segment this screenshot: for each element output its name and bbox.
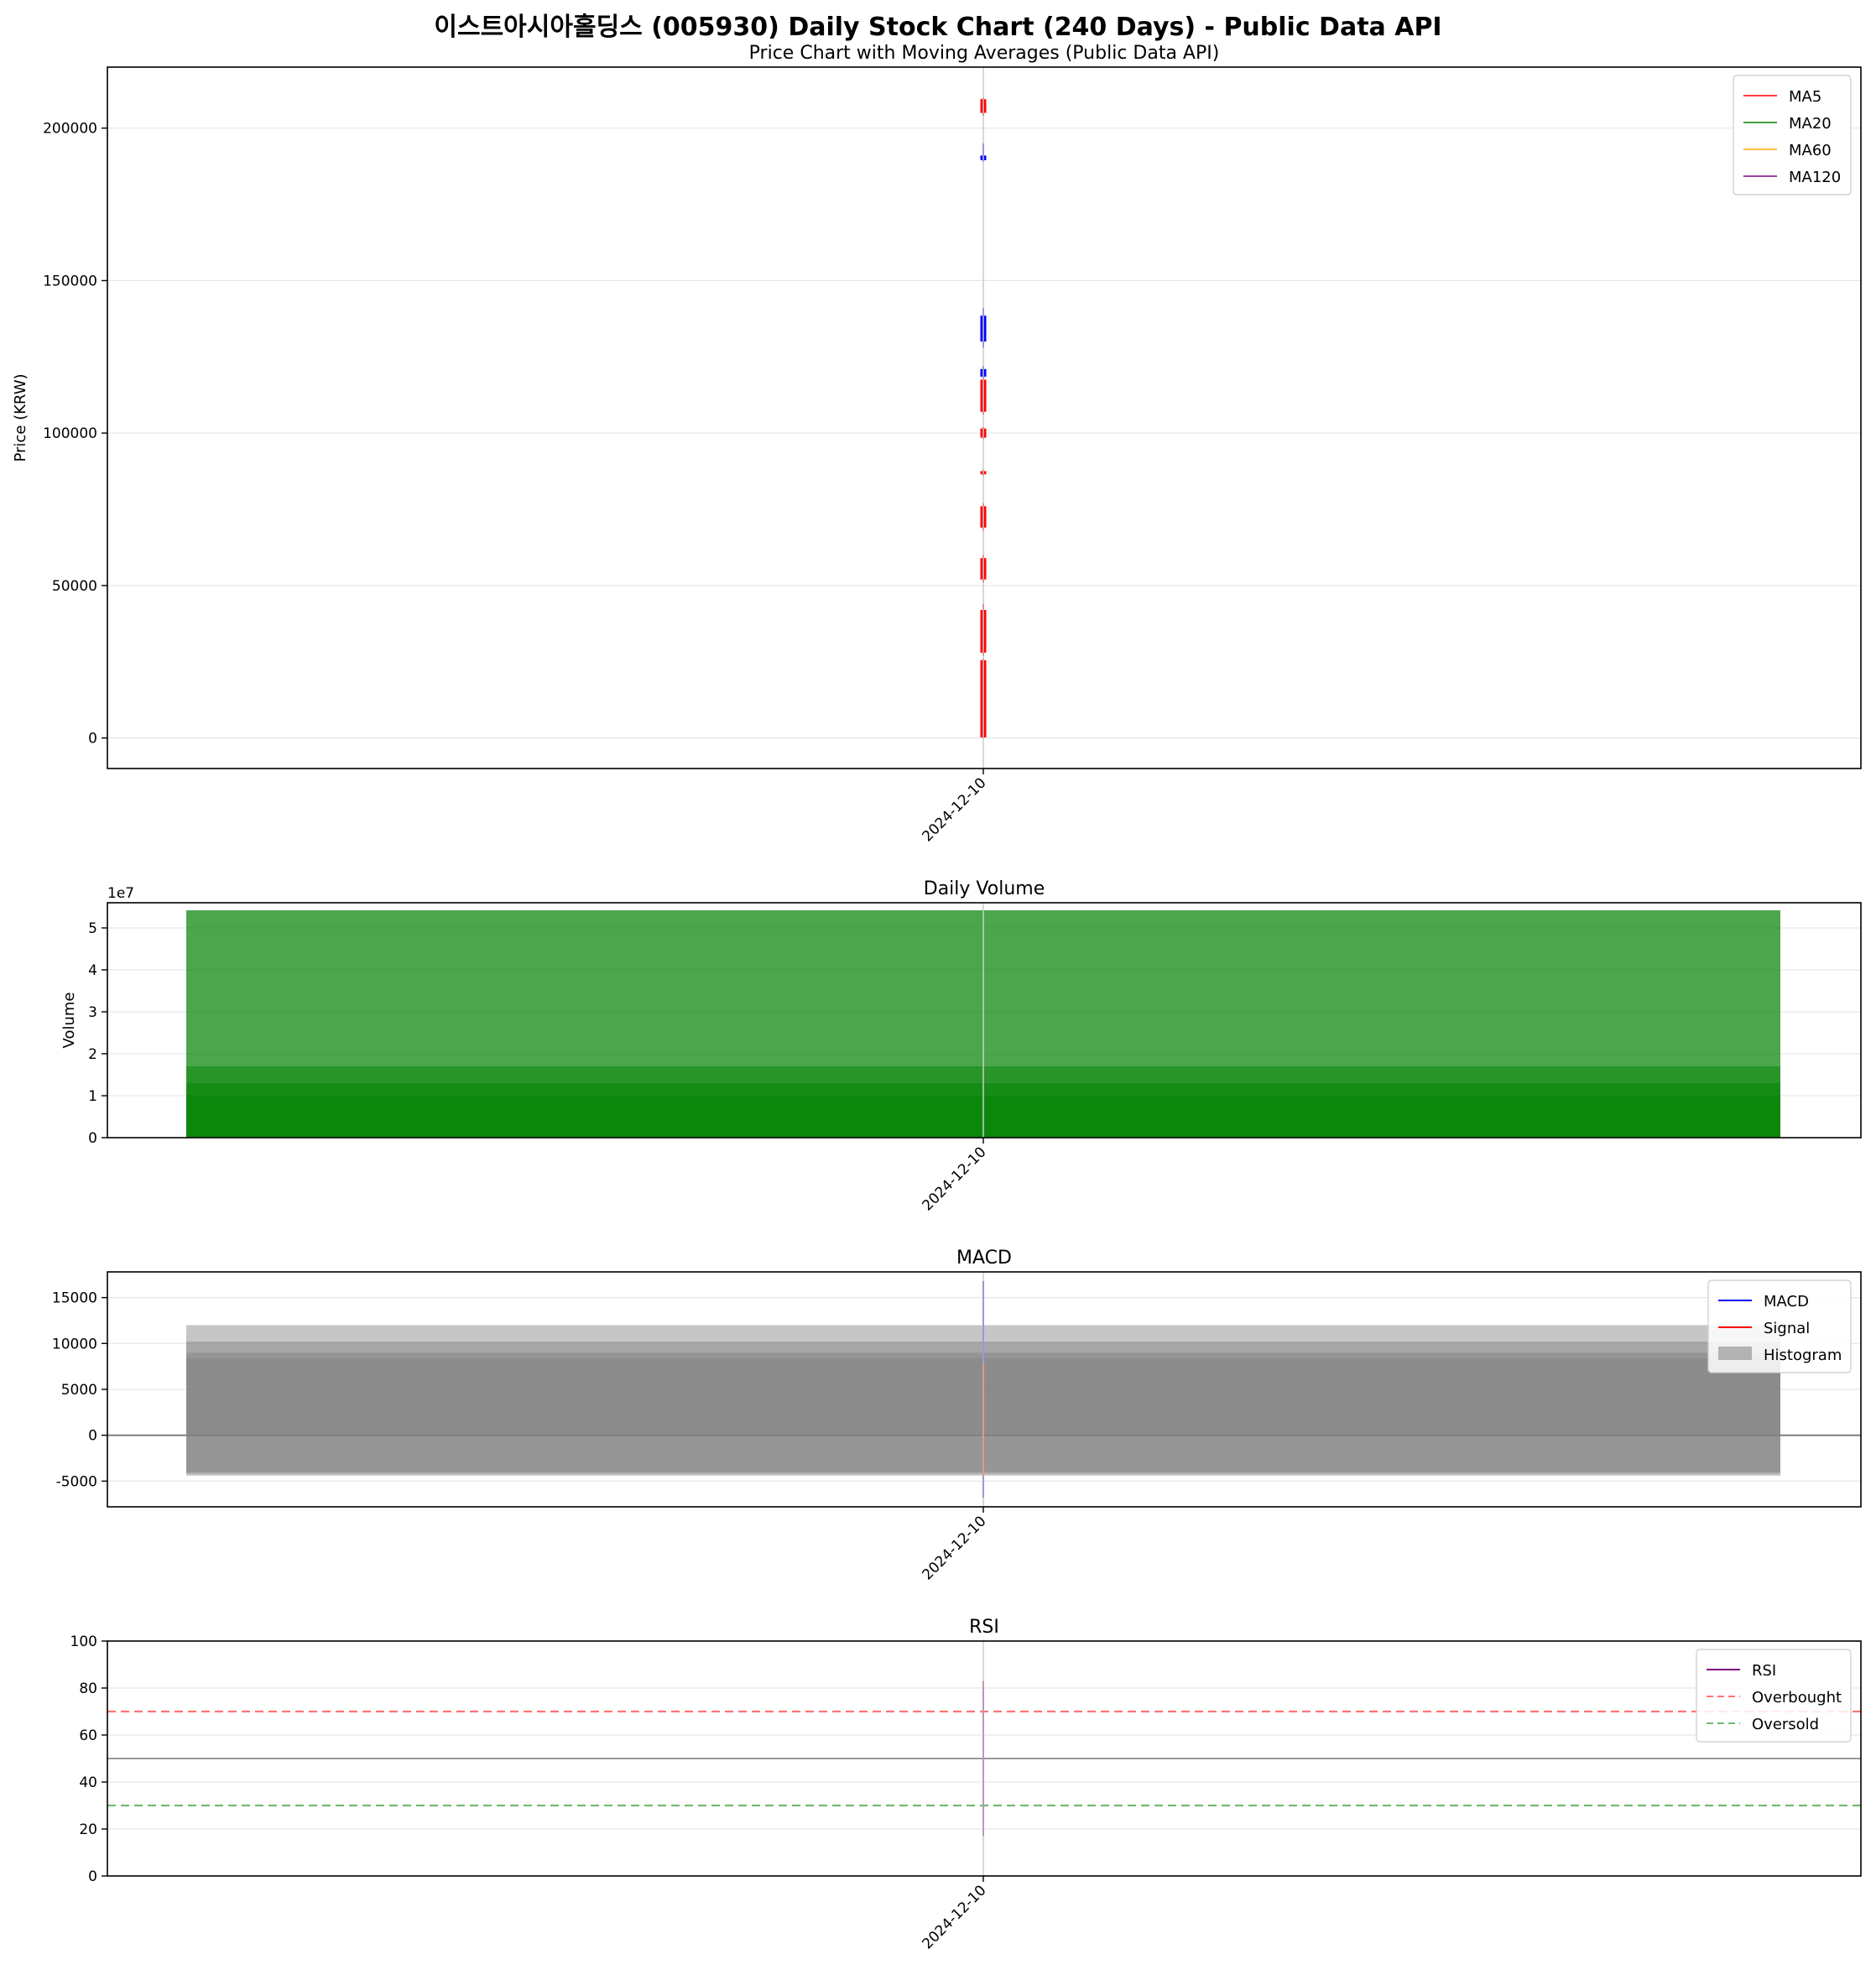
y-tick-label: 40 (79, 1774, 97, 1791)
legend-entry: Overbought (1752, 1689, 1842, 1706)
y-tick-label: 1 (88, 1088, 97, 1105)
y-tick-label: 100000 (43, 425, 97, 442)
panel-3: 0 20 40 60 80 100 2024-12-10 RSI RSI Overbought Ov… (70, 1617, 1862, 1952)
legend-entry: Signal (1764, 1320, 1810, 1337)
y-tick-label: 50000 (52, 578, 97, 595)
legend-entry: Histogram (1764, 1347, 1842, 1364)
x-tick-label: 2024-12-10 (920, 774, 990, 845)
x-tick-label: 2024-12-10 (920, 1882, 990, 1952)
y-tick-label: 0 (88, 1130, 97, 1147)
y-tick-label: 4 (88, 962, 97, 979)
panel-title: MACD (956, 1248, 1012, 1269)
legend-entry: MA60 (1789, 142, 1832, 159)
y-tick-label: 0 (88, 1868, 97, 1885)
axes-frame (107, 902, 1862, 1138)
y-tick-label: 60 (79, 1727, 97, 1744)
y-tick-label: 0 (88, 731, 97, 748)
axes-frame (107, 66, 1862, 769)
panel-title: RSI (969, 1617, 999, 1638)
y-tick-label: 150000 (43, 273, 97, 289)
legend-entry: MA20 (1789, 115, 1832, 133)
panel-0: 0 50000 100000 150000 200000 2024-12-10 Price … (12, 43, 1862, 845)
y-tick-label: 20 (79, 1821, 97, 1838)
legend-swatch (1718, 1347, 1752, 1360)
y-tick-label: 100 (70, 1634, 97, 1650)
legend-entry: RSI (1752, 1662, 1776, 1680)
y-tick-label: 80 (79, 1680, 97, 1697)
y-tick-label: 5 (88, 920, 97, 937)
y-tick-label: 200000 (43, 121, 97, 138)
y-tick-label: 10000 (52, 1336, 97, 1352)
legend-box (1733, 75, 1852, 195)
y-axis-label: Volume (60, 993, 78, 1049)
panel-1: 0 1 2 3 4 5 2024-12-10 Daily Volume Volume 1e7 (60, 878, 1862, 1214)
y-tick-label: 3 (88, 1004, 97, 1021)
axes-frame (107, 1640, 1862, 1877)
y-tick-label: 0 (88, 1428, 97, 1445)
legend-entry: MACD (1764, 1293, 1809, 1310)
y-tick-label: 15000 (52, 1290, 97, 1307)
legend-box (1696, 1649, 1852, 1743)
legend-entry: MA120 (1789, 169, 1841, 186)
legend-entry: MA5 (1789, 88, 1821, 106)
legend-entry: Oversold (1752, 1716, 1819, 1733)
panel-2: -5000 0 5000 10000 15000 2024-12-10 MACD MACD Si… (52, 1248, 1862, 1583)
y-tick-label: 2 (88, 1046, 97, 1063)
x-tick-label: 2024-12-10 (920, 1144, 990, 1214)
y-tick-label: 5000 (61, 1382, 97, 1399)
panel-title: Daily Volume (924, 878, 1045, 899)
panels: 0500001000001500002000002024-12-10Price … (12, 43, 1862, 1952)
offset-label: 1e7 (107, 885, 134, 902)
x-tick-label: 2024-12-10 (920, 1513, 990, 1583)
y-tick-label: -5000 (56, 1473, 97, 1490)
panel-title: Price Chart with Moving Averages (Public… (749, 43, 1220, 64)
y-axis-label: Price (KRW) (12, 373, 29, 461)
figure-title: 이스트아시아홀딩스 (005930) Daily Stock Chart (24… (434, 13, 1441, 42)
